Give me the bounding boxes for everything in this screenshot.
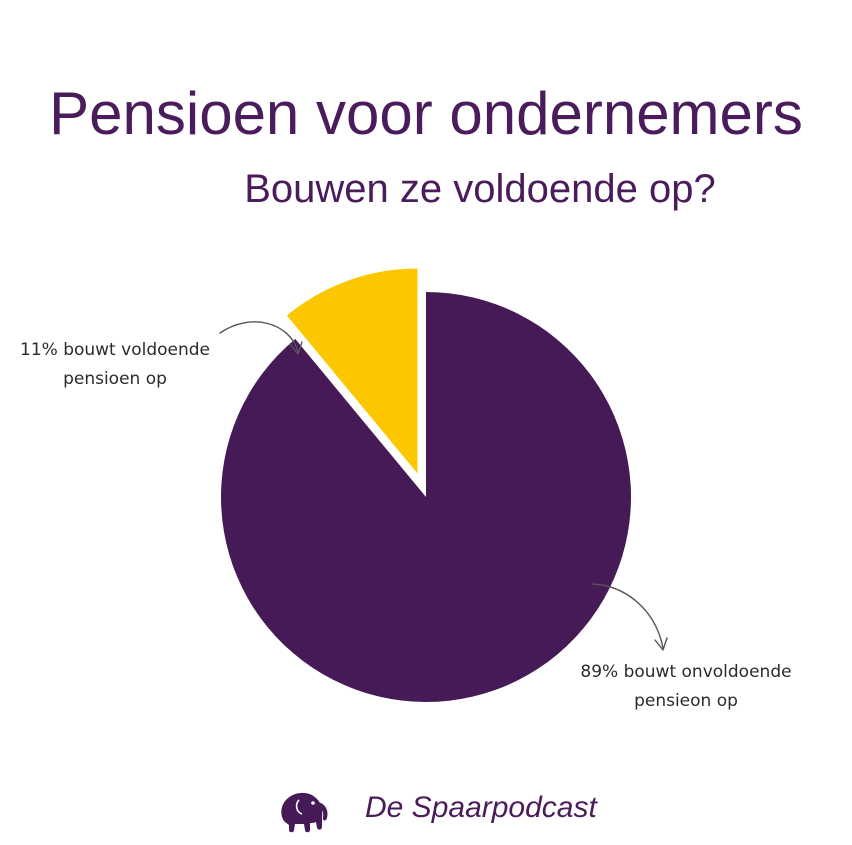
slice-label-onvoldoende-line2: pensieon op: [634, 691, 738, 711]
brand-name: De Spaarpodcast: [365, 791, 597, 824]
page-subtitle: Bouwen ze voldoende op?: [244, 167, 716, 211]
page-title: Pensioen voor ondernemers: [49, 80, 803, 147]
slice-label-onvoldoende: 89% bouwt onvoldoende pensieon op: [566, 658, 806, 716]
slice-label-voldoende-line1: 11% bouwt voldoende: [20, 340, 210, 360]
brand: De Spaarpodcast: [275, 782, 615, 836]
pie-slice-voldoende: [286, 268, 418, 474]
arrow-large-line: [592, 583, 664, 649]
arrow-small-line: [219, 321, 299, 353]
slice-label-onvoldoende-line1: 89% bouwt onvoldoende: [580, 662, 792, 682]
pie-slice-onvoldoende: [220, 292, 631, 702]
slice-label-voldoende-line2: pensioen op: [63, 369, 167, 389]
elephant-icon: [281, 792, 328, 833]
arrow-large-head: [654, 637, 668, 651]
arrow-small-head: [289, 341, 303, 355]
slice-label-voldoende: 11% bouwt voldoende pensioen op: [6, 336, 224, 394]
